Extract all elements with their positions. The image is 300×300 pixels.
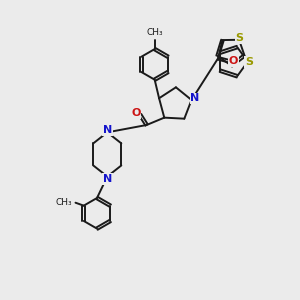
Text: O: O — [229, 56, 238, 66]
Text: N: N — [190, 94, 200, 103]
Text: CH₃: CH₃ — [146, 28, 163, 37]
Text: O: O — [131, 108, 140, 118]
Text: N: N — [103, 174, 112, 184]
Text: S: S — [236, 33, 244, 43]
Text: CH₃: CH₃ — [55, 198, 72, 207]
Text: N: N — [103, 125, 112, 135]
Text: S: S — [245, 57, 253, 67]
